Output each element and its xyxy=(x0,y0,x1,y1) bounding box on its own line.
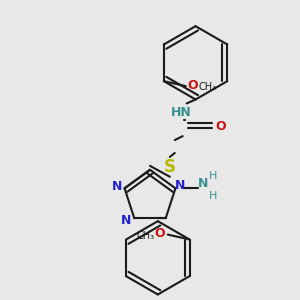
Text: H: H xyxy=(209,171,217,182)
Text: H: H xyxy=(209,191,217,201)
Text: S: S xyxy=(164,158,176,176)
Text: N: N xyxy=(121,214,131,227)
Text: O: O xyxy=(154,227,165,240)
Text: CH₃: CH₃ xyxy=(137,230,155,241)
Text: N: N xyxy=(111,180,122,193)
Text: N: N xyxy=(175,179,186,192)
Text: O: O xyxy=(188,79,198,92)
Text: N: N xyxy=(198,177,208,190)
Text: O: O xyxy=(215,120,226,133)
Text: CH₃: CH₃ xyxy=(199,82,217,92)
Text: HN: HN xyxy=(171,106,192,119)
